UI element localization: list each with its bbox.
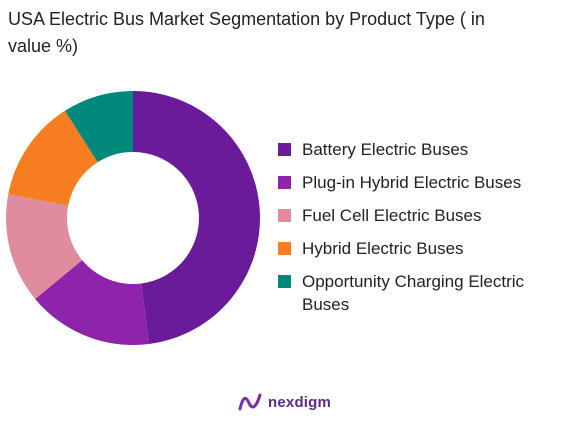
legend-item: Plug-in Hybrid Electric Buses — [278, 171, 568, 194]
donut-chart — [6, 91, 261, 345]
nexdigm-logo-icon — [238, 393, 262, 411]
donut-slice-2 — [6, 194, 83, 299]
chart-legend: Battery Electric Buses Plug-in Hybrid Ele… — [278, 138, 568, 326]
legend-label: Fuel Cell Electric Buses — [302, 206, 482, 225]
chart-title: USA Electric Bus Market Segmentation by … — [8, 9, 485, 56]
legend-item: Battery Electric Buses — [278, 138, 568, 161]
brand-name: nexdigm — [268, 393, 332, 411]
legend-label: Plug-in Hybrid Electric Buses — [302, 173, 522, 192]
legend-label: Opportunity Charging Electric Buses — [302, 272, 525, 314]
brand-logo: nexdigm — [238, 392, 331, 412]
donut-slice-0 — [133, 91, 261, 344]
legend-item: Hybrid Electric Buses — [278, 237, 568, 260]
donut-slice-1 — [35, 260, 149, 345]
legend-label: Battery Electric Buses — [302, 140, 469, 159]
legend-swatch — [278, 275, 291, 288]
legend-swatch — [278, 176, 291, 189]
legend-item: Opportunity Charging Electric Buses — [278, 270, 568, 316]
donut-slice-3 — [8, 110, 98, 206]
donut-slice-4 — [64, 91, 133, 163]
legend-swatch — [278, 242, 291, 255]
legend-swatch — [278, 143, 291, 156]
legend-label: Hybrid Electric Buses — [302, 239, 464, 258]
legend-item: Fuel Cell Electric Buses — [278, 204, 568, 227]
legend-swatch — [278, 209, 291, 222]
